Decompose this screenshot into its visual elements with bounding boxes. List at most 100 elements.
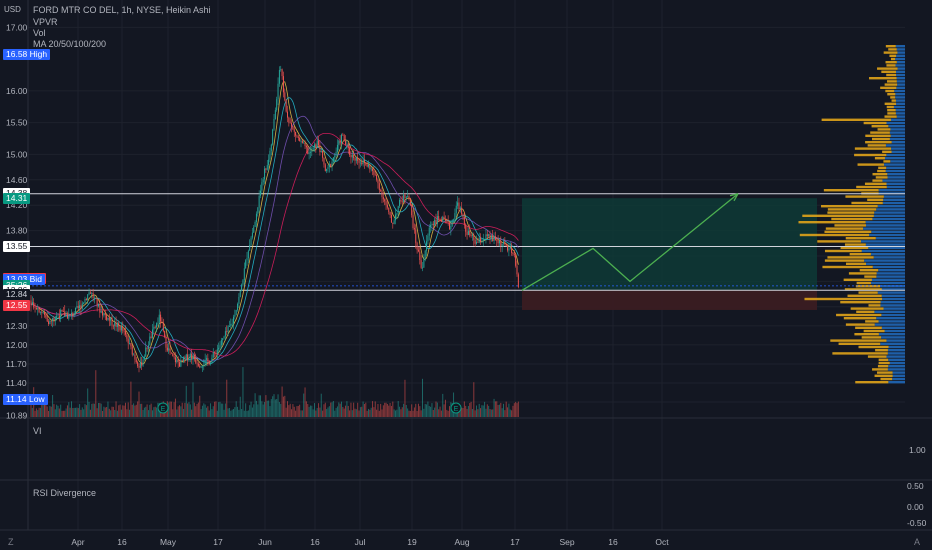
volume-bar [156, 407, 158, 417]
candle-body [237, 303, 239, 311]
volume-bar [92, 403, 94, 417]
candle-body [380, 190, 382, 191]
volume-bar [289, 403, 291, 417]
volume-bar [476, 405, 477, 417]
candle-body [262, 179, 264, 183]
volume-bar [446, 409, 448, 417]
volume-bar [416, 410, 418, 417]
candle-body [119, 326, 121, 331]
volume-bar [299, 404, 301, 417]
volume-profile-bar [881, 294, 905, 297]
price-tag[interactable]: 13.03 Bid [3, 273, 45, 285]
volume-profile-bar [877, 371, 893, 374]
volume-bar [214, 401, 216, 417]
candle-body [442, 216, 444, 222]
candle-body [305, 145, 307, 148]
volume-bar [412, 410, 414, 417]
projection-path[interactable] [521, 193, 739, 291]
price-axis[interactable]: 17.00 16.00 15.50 15.00 14.60 14.20 13.80 12.30… [6, 22, 28, 420]
volume-profile-bar [877, 365, 889, 368]
volume-bar [443, 404, 445, 417]
loss-zone[interactable] [522, 290, 817, 310]
candle-body [359, 162, 361, 164]
candle-body [288, 117, 290, 123]
volume-bar [413, 407, 415, 417]
candle-body [296, 135, 298, 137]
volume-profile-bar [895, 109, 905, 112]
price-tag[interactable]: 14.31 [3, 192, 31, 204]
volume-bar [376, 409, 378, 417]
volume-profile-bar [872, 217, 905, 221]
vi-panel-label[interactable]: VI [33, 426, 42, 436]
volume-bar [366, 410, 368, 417]
indicator-vpvr[interactable]: VPVR [33, 17, 58, 27]
time-tick-label: May [160, 537, 177, 547]
volume-bar [255, 400, 257, 417]
candle-body [46, 317, 48, 322]
indicator-volume[interactable]: Vol [33, 28, 46, 38]
time-axis[interactable]: Apr 16 May 17 Jun 16 Jul 19 Aug 17 Sep 16 Oct [71, 537, 669, 547]
volume-profile-bar [830, 339, 887, 342]
price-tag[interactable]: 12.55 [3, 300, 31, 312]
candle-body [112, 325, 114, 327]
volume-bar [224, 403, 226, 417]
volume-bar [272, 396, 274, 417]
price-tag[interactable]: 13.55 [3, 240, 31, 252]
volume-bar [494, 401, 496, 417]
price-tag[interactable]: 11.14 Low [3, 394, 48, 405]
price-tag[interactable]: 12.84 [3, 289, 31, 301]
volume-profile-bar [838, 342, 881, 345]
horizontal-levels[interactable] [28, 193, 905, 291]
volume-bar [439, 406, 441, 417]
volume-profile-bar [892, 371, 905, 374]
volume-bar [470, 401, 472, 417]
volume-bar [288, 405, 290, 417]
volume-bar [77, 408, 79, 417]
volume-bar [100, 403, 102, 417]
volume-bar [517, 401, 519, 417]
candle-body [64, 311, 66, 317]
volume-bar [461, 407, 463, 417]
candle-body [278, 70, 280, 84]
volume-profile [798, 45, 905, 384]
candle-body [53, 318, 55, 321]
volume-bar [444, 399, 446, 417]
candle-body [146, 347, 148, 349]
volume-bar [73, 407, 75, 417]
price-tick-label: 12.30 [6, 321, 28, 331]
candle-body [363, 159, 365, 163]
volume-profile-bar [890, 57, 896, 61]
candle-body [381, 190, 383, 198]
volume-bar [399, 406, 401, 417]
indicator-ma[interactable]: MA 20/50/100/200 [33, 39, 107, 49]
candle-body [73, 313, 75, 316]
volume-bar [265, 395, 267, 417]
chart-title[interactable]: FORD MTR CO DEL, 1h, NYSE, Heikin Ashi [33, 5, 211, 15]
volume-bar [320, 393, 322, 417]
zoom-icon[interactable]: Z [8, 537, 14, 547]
candle-body [103, 313, 105, 316]
profit-zone[interactable] [522, 198, 817, 291]
candle-body [427, 235, 429, 242]
volume-bar [215, 401, 217, 417]
candle-body [48, 321, 50, 325]
volume-profile-bar [844, 243, 866, 246]
auto-scale-button[interactable]: A [914, 537, 921, 547]
price-tag[interactable]: 16.58 High [3, 48, 51, 60]
candle-body [397, 206, 399, 214]
volume-bar [31, 407, 33, 417]
volume-profile-bar [895, 70, 905, 73]
candle-body [416, 242, 418, 250]
volume-bar [234, 407, 236, 417]
rsi-panel-label[interactable]: RSI Divergence [33, 488, 97, 498]
moving-average-line [30, 81, 519, 367]
candle-body [208, 361, 210, 365]
candle-body [443, 216, 445, 219]
volume-profile-bar [887, 93, 896, 96]
volume-profile-bar [847, 294, 882, 297]
candle-body [376, 175, 378, 180]
candle-body [116, 322, 118, 327]
candle-body [68, 314, 70, 319]
